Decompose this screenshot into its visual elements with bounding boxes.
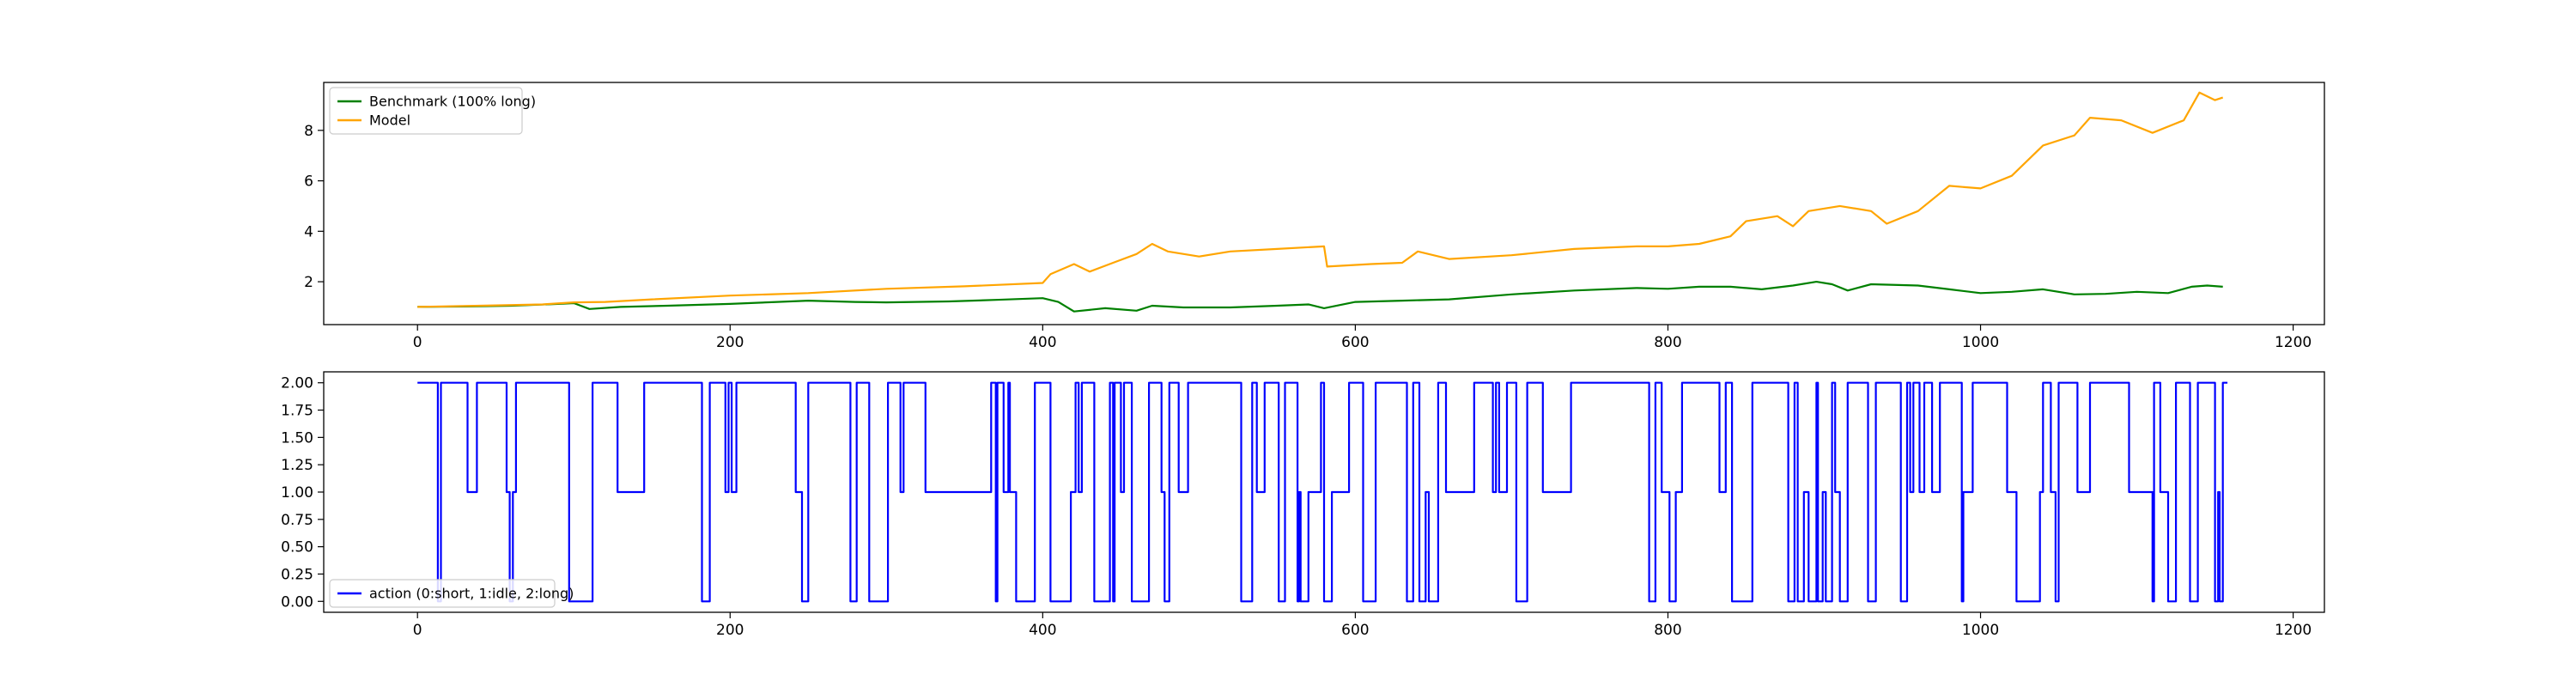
legend-label-1: action (0:short, 1:idle, 2:long) <box>369 586 574 602</box>
x-tick-label: 600 <box>1341 334 1369 351</box>
series-line-2 <box>417 91 2224 308</box>
x-tick-label: 800 <box>1654 622 1681 639</box>
x-tick-label: 1000 <box>1962 622 1999 639</box>
y-tick-label: 1.25 <box>281 457 313 474</box>
y-tick-label: 0.00 <box>281 593 313 611</box>
axes-frame <box>323 82 2325 325</box>
x-tick-label: 1200 <box>2275 334 2312 351</box>
legend-box <box>329 579 556 608</box>
y-tick-label: 1.00 <box>281 484 313 502</box>
x-tick-label: 0 <box>413 334 422 351</box>
chart-panel-2: 0 200 400 600 800 1000 1200 0.00 0.25 0.50 0.75 1.0… <box>281 371 2325 639</box>
x-tick-label: 1000 <box>1962 334 1999 351</box>
y-tick-label: 2.00 <box>281 375 313 392</box>
x-tick-label: 1200 <box>2275 622 2312 639</box>
x-tick-label: 200 <box>716 622 744 639</box>
y-tick-label: 0.75 <box>281 512 313 529</box>
legend-label-2: Model <box>369 112 410 129</box>
legend: action (0:short, 1:idle, 2:long) <box>329 579 574 608</box>
series-line-1 <box>417 281 2223 313</box>
x-tick-label: 200 <box>716 334 744 351</box>
y-tick-label: 1.75 <box>281 403 313 420</box>
y-tick-label: 6 <box>304 173 313 191</box>
series-line-1 <box>417 381 2228 603</box>
x-tick-label: 0 <box>413 622 422 639</box>
chart-panel-1: 0 200 400 600 800 1000 1200 2 4 6 8 Benchmark (100%… <box>304 82 2325 351</box>
legend: Benchmark (100% long) Model <box>329 87 536 135</box>
y-tick-label: 0.50 <box>281 539 313 556</box>
x-tick-label: 400 <box>1029 622 1056 639</box>
legend-box <box>329 87 523 135</box>
y-tick-label: 2 <box>304 274 313 291</box>
x-tick-label: 400 <box>1029 334 1056 351</box>
y-tick-label: 8 <box>304 123 313 140</box>
y-tick-label: 1.50 <box>281 429 313 447</box>
x-tick-label: 800 <box>1654 334 1681 351</box>
y-tick-label: 4 <box>304 223 313 240</box>
legend-label-1: Benchmark (100% long) <box>369 94 536 110</box>
x-tick-label: 600 <box>1341 622 1369 639</box>
y-tick-label: 0.25 <box>281 566 313 583</box>
